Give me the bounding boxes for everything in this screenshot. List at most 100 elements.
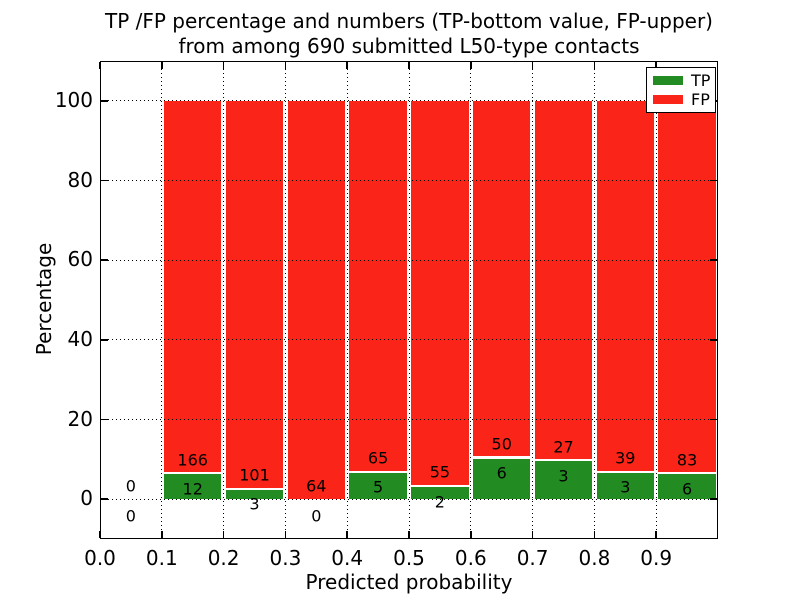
x-tick-mark-bottom	[593, 531, 596, 538]
y-tick-mark-right	[710, 418, 717, 421]
x-tick-label: 0.3	[269, 546, 302, 570]
fp-count-label: 101	[239, 465, 270, 485]
x-gridline	[655, 61, 657, 539]
y-gridline	[100, 259, 718, 261]
tp-count-label: 6	[682, 479, 693, 499]
bar-fp-segment	[534, 100, 593, 460]
legend-label-tp: TP	[691, 70, 711, 90]
fp-count-label: 50	[491, 434, 512, 454]
chart-title: TP /FP percentage and numbers (TP-bottom…	[105, 9, 713, 59]
x-tick-mark-bottom	[470, 531, 472, 538]
legend-item-fp: FP	[647, 89, 715, 109]
y-tick-mark-left	[101, 339, 108, 341]
legend-label-fp: FP	[691, 89, 710, 109]
tp-count-label: 5	[373, 477, 384, 497]
y-tick-label: 80	[67, 167, 93, 192]
fp-count-label: 55	[429, 462, 451, 482]
fp-count-label: 0	[125, 476, 136, 496]
y-tick-mark-right	[710, 179, 717, 182]
x-tick-mark-top	[222, 62, 225, 69]
chart-title-line2: from among 690 submitted L50-type contac…	[178, 34, 640, 58]
y-gridline	[100, 419, 718, 420]
x-gridline	[532, 61, 534, 539]
x-tick-mark-bottom	[99, 531, 101, 538]
x-gridline	[408, 61, 410, 539]
bar-fp-segment	[225, 100, 284, 488]
bar-fp-segment	[164, 100, 222, 473]
x-tick-label: 0.1	[145, 546, 178, 570]
y-tick-mark-left	[101, 100, 108, 102]
bar-fp-segment	[287, 100, 345, 500]
legend-item-tp: TP	[647, 70, 715, 90]
tp-count-label: 0	[125, 506, 136, 526]
x-axis-label: Predicted probability	[305, 570, 513, 594]
bar-fp-segment	[658, 100, 716, 473]
y-tick-mark-right	[710, 259, 717, 261]
bar-tp-segment	[164, 472, 222, 500]
x-gridline	[346, 61, 348, 539]
x-gridline	[470, 61, 472, 539]
y-tick-mark-left	[101, 179, 108, 182]
chart-title-line1: TP /FP percentage and numbers (TP-bottom…	[105, 9, 713, 33]
x-tick-mark-bottom	[531, 531, 534, 538]
x-tick-mark-bottom	[408, 531, 410, 538]
bar-tp-segment	[349, 470, 407, 500]
x-tick-mark-bottom	[284, 531, 287, 538]
y-gridline	[100, 100, 718, 102]
x-tick-mark-top	[346, 62, 348, 69]
bar-tp-segment	[473, 456, 531, 500]
x-tick-mark-bottom	[222, 531, 225, 538]
y-tick-mark-left	[101, 418, 108, 421]
x-tick-label: 0.2	[207, 546, 240, 570]
x-gridline	[223, 61, 225, 539]
y-tick-mark-left	[101, 259, 108, 261]
y-tick-label: 40	[67, 326, 93, 351]
tp-count-label: 3	[558, 466, 569, 486]
x-tick-label: 0.7	[516, 546, 549, 570]
x-tick-mark-top	[655, 62, 657, 69]
fp-count-label: 166	[177, 450, 208, 470]
bar-tp-segment	[658, 472, 716, 500]
fp-count-label: 39	[615, 448, 636, 468]
tp-count-label: 0	[311, 506, 322, 526]
x-tick-label: 0.6	[454, 546, 487, 570]
y-tick-label: 100	[54, 87, 93, 112]
tp-count-label: 3	[620, 477, 631, 497]
y-tick-label: 0	[80, 486, 93, 511]
x-tick-label: 0.9	[640, 546, 673, 570]
x-gridline	[161, 61, 163, 539]
y-tick-mark-left	[101, 498, 108, 500]
x-tick-mark-top	[470, 62, 472, 69]
x-tick-mark-bottom	[346, 531, 348, 538]
tp-color-swatch	[653, 76, 683, 85]
fp-count-label: 83	[676, 450, 698, 470]
bar-fp-segment	[349, 100, 407, 471]
legend: TP FP	[646, 67, 716, 113]
tp-count-label: 2	[434, 492, 445, 512]
x-tick-label: 0.8	[578, 546, 611, 570]
bar-fp-segment	[596, 100, 654, 471]
y-tick-label: 20	[67, 406, 93, 431]
x-tick-mark-top	[408, 62, 410, 69]
bar-fp-segment	[473, 100, 531, 457]
tp-count-label: 12	[182, 479, 203, 499]
fp-count-label: 64	[306, 476, 327, 496]
x-gridline	[284, 61, 286, 539]
x-tick-label: 0.4	[331, 546, 364, 570]
y-gridline	[100, 339, 718, 341]
x-tick-mark-bottom	[161, 531, 163, 538]
tp-count-label: 3	[249, 494, 260, 514]
x-tick-mark-bottom	[655, 531, 657, 538]
x-tick-mark-top	[284, 62, 287, 69]
fp-count-label: 65	[367, 448, 389, 468]
fp-color-swatch	[653, 95, 683, 104]
bar-fp-segment	[411, 100, 469, 486]
x-gridline	[593, 61, 595, 539]
y-tick-label: 60	[67, 247, 93, 272]
y-tick-mark-right	[710, 339, 717, 341]
x-tick-mark-top	[161, 62, 163, 69]
bar-tp-segment	[411, 485, 469, 500]
x-tick-mark-top	[593, 62, 596, 69]
